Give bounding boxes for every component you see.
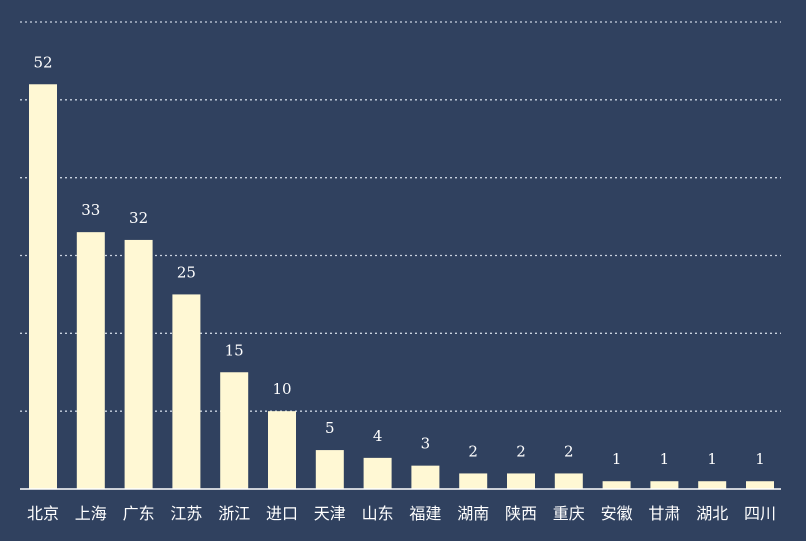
bars <box>29 84 774 490</box>
value-label: 33 <box>81 201 100 219</box>
x-tick-label: 四川 <box>744 504 776 523</box>
value-label: 52 <box>33 53 52 71</box>
value-label: 2 <box>564 442 574 460</box>
x-tick-label: 浙江 <box>218 504 250 523</box>
value-label: 32 <box>129 209 148 227</box>
bar-5 <box>268 411 296 489</box>
x-tick-label: 天津 <box>314 504 346 523</box>
bar-1 <box>76 232 105 489</box>
bar-14 <box>698 481 727 489</box>
bar-11 <box>554 473 583 489</box>
bar-0 <box>29 84 57 490</box>
x-tick-label: 江苏 <box>170 504 202 523</box>
x-tick-label: 上海 <box>75 504 107 523</box>
x-tick-label: 陕西 <box>505 504 537 523</box>
x-tick-label: 北京 <box>27 504 59 523</box>
x-tick-label: 广东 <box>123 504 155 523</box>
x-tick-label: 山东 <box>362 504 394 523</box>
value-label: 2 <box>468 442 478 460</box>
bar-2 <box>124 239 153 489</box>
x-tick-label: 福建 <box>409 504 441 523</box>
bar-7 <box>363 457 392 489</box>
bar-15 <box>746 481 774 489</box>
bar-9 <box>459 473 488 489</box>
value-label: 1 <box>612 450 622 468</box>
value-label: 1 <box>707 450 717 468</box>
x-tick-label: 湖南 <box>457 504 489 523</box>
x-tick-label: 重庆 <box>553 504 585 523</box>
x-tick-label: 进口 <box>266 504 298 523</box>
value-label: 2 <box>516 442 526 460</box>
x-tick-labels: 北京 上海 广东 江苏 浙江 进口 天津 山东 福建 湖南 陕西 重庆 安徽 甘肃 湖北 四川 <box>27 504 776 523</box>
x-tick-label: 湖北 <box>696 504 728 523</box>
x-tick-label: 甘肃 <box>648 504 680 523</box>
value-label: 3 <box>421 435 431 453</box>
value-label: 4 <box>373 427 383 445</box>
x-tick-label: 安徽 <box>601 504 633 523</box>
value-label: 10 <box>272 380 291 398</box>
bar-4 <box>220 372 249 489</box>
bar-8 <box>411 465 440 489</box>
value-label: 1 <box>755 450 765 468</box>
bar-13 <box>650 481 679 489</box>
bar-10 <box>507 473 535 489</box>
bar-12 <box>602 481 631 489</box>
value-label: 5 <box>325 419 335 437</box>
value-label: 1 <box>660 450 670 468</box>
bar-3 <box>172 294 201 489</box>
value-label: 15 <box>225 341 244 359</box>
bar-6 <box>315 450 344 489</box>
value-label: 25 <box>177 263 196 281</box>
